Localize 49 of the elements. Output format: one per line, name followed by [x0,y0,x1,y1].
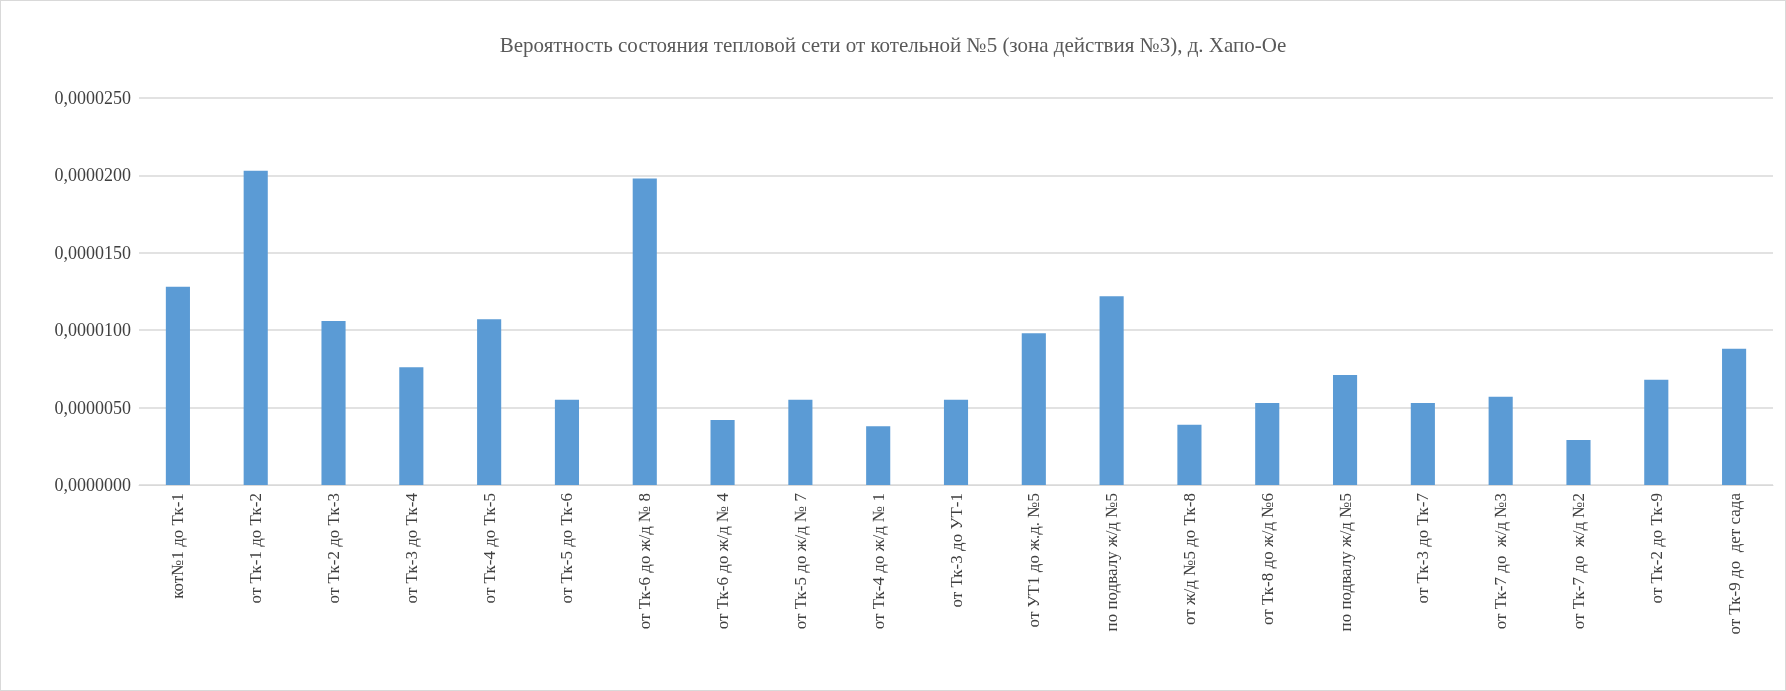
bar [1488,396,1513,485]
bar [554,399,580,485]
x-tick-label: от Тк-9 до дет сада [1724,492,1744,635]
x-tick-label: от Тк-2 до Тк-9 [1646,493,1666,604]
bar [321,320,346,485]
x-tick-label: от Тк-5 до ж/д № 7 [790,492,810,630]
x-tick-label: от Тк-4 до ж/д № 1 [868,493,888,630]
y-tick-label: 0,0000100 [54,320,131,341]
x-tick-label: от Тк-2 до Тк-3 [324,493,344,604]
bar [165,286,190,485]
x-tick-label: по подвалу ж/д №5 [1102,493,1122,632]
x-tick-label: от Тк-7 до ж/д №2 [1568,493,1588,630]
x-tick-label: от Тк-3 до Тк-4 [401,492,421,604]
bar [1332,375,1358,485]
bar [1255,402,1280,485]
bar [943,399,969,485]
bar [477,319,502,485]
x-tick-label: от Тк-5 до Тк-6 [557,493,577,604]
y-tick-label: 0,0000150 [54,242,131,263]
x-tick-label: от Тк-6 до ж/д № 4 [713,492,733,630]
bar [1722,348,1747,485]
chart-title: Вероятность состояния тепловой сети от котельной №5 (зона действия №3), д. Хапо-Ое [499,32,1287,57]
x-tick-label: от ж/д №5 до Тк-8 [1179,493,1199,626]
x-tick-label: от Тк-7 до ж/д №3 [1491,493,1511,630]
bar [1177,424,1202,485]
x-tick-label: от Тк-6 до ж/д № 8 [635,493,655,630]
bar [866,426,891,485]
x-tick-label: от Тк-4 до Тк-5 [479,493,499,604]
bar [399,367,424,485]
x-tick-label: от УТ1 до ж.д. №5 [1024,493,1044,628]
x-tick-label: по подвалу ж/д №5 [1335,493,1355,632]
y-tick-label: 0,0000200 [54,165,131,186]
bar [1021,333,1046,485]
bar [1410,402,1435,485]
bar [243,170,268,485]
x-tick-label: от Тк-1 до Тк-2 [246,493,266,604]
bar [788,399,813,485]
bar [1644,379,1669,485]
bar [1566,440,1591,485]
x-tick-label: от Тк-3 до Тк-7 [1413,492,1433,604]
y-tick-label: 0,0000000 [54,475,131,495]
bar [1099,296,1124,485]
y-tick-label: 0,0000050 [54,397,131,418]
x-tick-label: кот№1 до Тк-1 [168,493,188,599]
y-tick-label: 0,0000250 [54,88,131,108]
x-tick-label: от Тк-8 до ж/д №6 [1257,493,1277,626]
bar [632,178,657,485]
bar [710,419,735,485]
x-tick-label: от Тк-3 до УТ-1 [946,493,966,608]
